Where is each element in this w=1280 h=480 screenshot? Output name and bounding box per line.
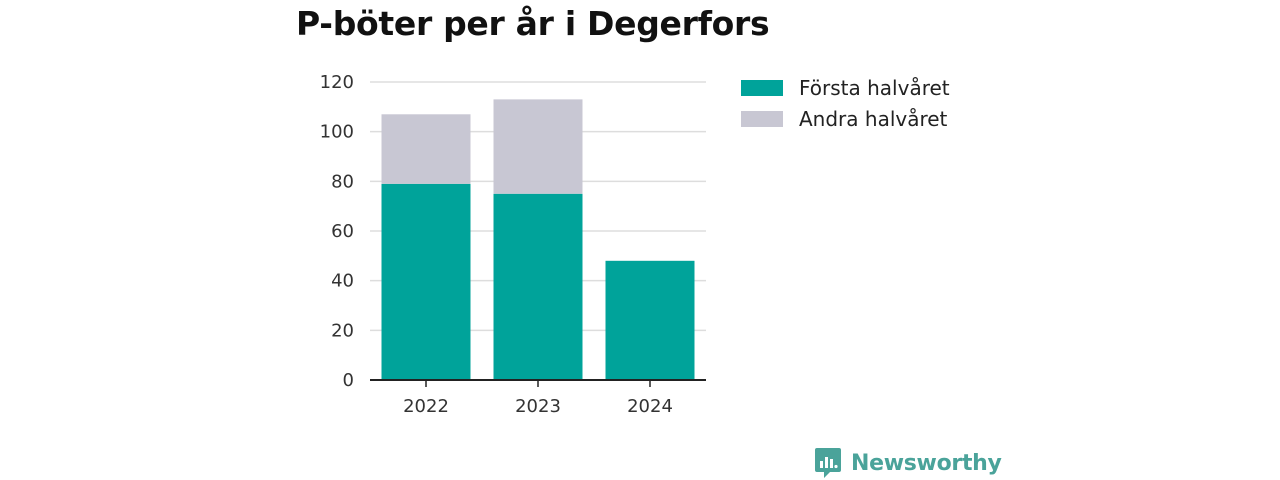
- y-tick-label: 100: [320, 122, 354, 143]
- x-tick-label: 2022: [403, 396, 449, 417]
- newsworthy-logo: Newsworthy: [814, 446, 1002, 480]
- legend-swatch-second-half: [741, 111, 783, 127]
- x-tick-label: 2024: [627, 396, 673, 417]
- x-tick-label: 2023: [515, 396, 561, 417]
- y-tick-label: 80: [331, 171, 354, 192]
- y-tick-label: 120: [320, 72, 354, 93]
- bar-2024-first-half: [605, 260, 695, 380]
- y-tick-label: 40: [331, 271, 354, 292]
- newsworthy-logo-icon: [815, 448, 841, 478]
- legend-label-second-half: Andra halvåret: [799, 107, 948, 131]
- chart-title: P-böter per år i Degerfors: [296, 4, 770, 43]
- bar-2023-first-half: [493, 193, 583, 380]
- y-tick-label: 20: [331, 320, 354, 341]
- x-axis: [370, 379, 706, 387]
- legend-swatch-first-half: [741, 80, 783, 96]
- bar-2022-second-half: [381, 114, 471, 184]
- bars: [381, 99, 695, 380]
- brand-name: Newsworthy: [851, 450, 1002, 476]
- bar-2023-second-half: [493, 99, 583, 194]
- x-axis-ticks: 2022 2023 2024: [403, 396, 673, 417]
- legend: Första halvåret Andra halvåret: [741, 76, 950, 131]
- stacked-bar-chart: 0 20 40 60 80 100 120 2022 2023 2024 Första halv…: [320, 72, 950, 417]
- y-axis-ticks: 0 20 40 60 80 100 120: [320, 72, 354, 391]
- bar-2022-first-half: [381, 183, 471, 380]
- y-tick-label: 0: [343, 370, 354, 391]
- y-tick-label: 60: [331, 221, 354, 242]
- legend-label-first-half: Första halvåret: [799, 76, 950, 100]
